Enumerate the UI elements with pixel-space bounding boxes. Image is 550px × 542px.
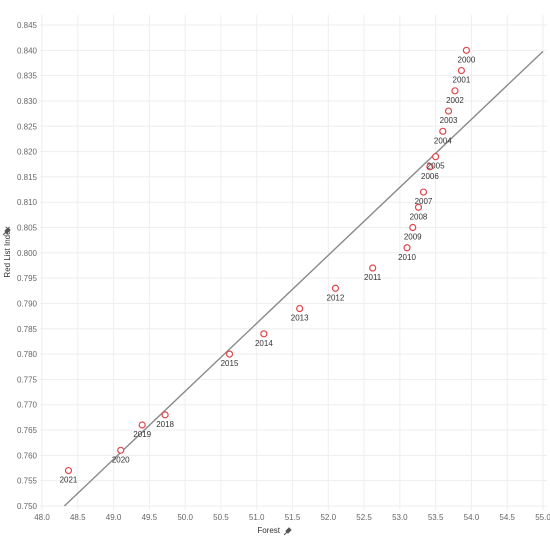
data-label-2020: 2020 <box>112 455 130 464</box>
data-label-2008: 2008 <box>410 212 428 221</box>
data-label-2018: 2018 <box>156 420 174 429</box>
y-tick-label: 0.820 <box>17 148 38 157</box>
data-label-2014: 2014 <box>255 339 273 348</box>
y-tick-label: 0.785 <box>17 325 38 334</box>
y-tick-label: 0.755 <box>17 477 38 486</box>
y-tick-label: 0.775 <box>17 375 38 384</box>
x-tick-label: 50.5 <box>213 513 229 522</box>
data-point-2002[interactable] <box>451 87 459 95</box>
y-tick-label: 0.780 <box>17 350 38 359</box>
data-point-2003[interactable] <box>444 107 453 115</box>
data-point-2014[interactable] <box>260 330 268 338</box>
y-tick-label: 0.795 <box>17 274 38 283</box>
y-tick-label: 0.765 <box>17 426 38 435</box>
y-tick-label: 0.750 <box>17 502 38 511</box>
data-label-2015: 2015 <box>221 359 239 368</box>
data-point-2011[interactable] <box>369 264 377 272</box>
trend-layer <box>63 50 544 507</box>
y-tick-label: 0.815 <box>17 173 38 182</box>
x-tick-label: 48.0 <box>34 513 50 522</box>
data-label-2005: 2005 <box>427 162 445 171</box>
tick-labels: 48.0 48.5 49.0 49.5 50.0 50.5 51.0 51.5 52.0 52.5… <box>17 21 550 522</box>
trend-line <box>63 50 544 507</box>
x-tick-label: 52.0 <box>320 513 336 522</box>
y-tick-label: 0.760 <box>17 451 38 460</box>
data-label-2013: 2013 <box>291 314 309 323</box>
data-points[interactable] <box>64 46 471 475</box>
data-point-2021[interactable] <box>64 466 73 475</box>
data-point-2020[interactable] <box>117 446 125 454</box>
y-tick-label: 0.830 <box>17 97 38 106</box>
data-label-2010: 2010 <box>398 253 416 262</box>
x-tick-label: 54.5 <box>499 513 515 522</box>
data-point-2010[interactable] <box>403 244 411 252</box>
data-point-2008[interactable] <box>414 203 423 211</box>
data-label-2011: 2011 <box>364 273 382 282</box>
data-point-2012[interactable] <box>331 284 340 292</box>
y-tick-label: 0.825 <box>17 122 38 131</box>
data-point-2015[interactable] <box>225 350 234 358</box>
data-label-2007: 2007 <box>415 197 433 206</box>
x-tick-label: 51.5 <box>285 513 301 522</box>
data-point-2006[interactable] <box>426 163 434 171</box>
data-label-2002: 2002 <box>446 96 464 105</box>
data-label-2001: 2001 <box>453 76 471 85</box>
x-tick-label: 54.0 <box>464 513 480 522</box>
pin-icon[interactable] <box>283 527 292 536</box>
data-point-2013[interactable] <box>296 304 304 313</box>
data-point-2001[interactable] <box>457 66 466 75</box>
y-tick-label: 0.835 <box>17 72 38 81</box>
y-tick-label: 0.840 <box>17 46 38 55</box>
x-tick-label: 51.0 <box>249 513 265 522</box>
y-tick-label: 0.810 <box>17 198 38 207</box>
data-label-2003: 2003 <box>440 116 458 125</box>
pin-icon[interactable] <box>2 227 11 236</box>
x-tick-label: 53.0 <box>392 513 408 522</box>
data-label-2019: 2019 <box>133 430 151 439</box>
y-axis-title: Red List Index <box>3 226 12 277</box>
data-label-2009: 2009 <box>404 233 422 242</box>
y-tick-label: 0.845 <box>17 21 38 30</box>
data-label-2006: 2006 <box>421 172 439 181</box>
y-tick-label: 0.805 <box>17 224 38 233</box>
data-point-2004[interactable] <box>439 127 447 135</box>
x-tick-label: 50.0 <box>177 513 193 522</box>
data-point-2018[interactable] <box>161 411 169 419</box>
x-tick-label: 52.5 <box>356 513 372 522</box>
x-axis-title: Forest <box>257 526 280 535</box>
data-point-2005[interactable] <box>432 153 440 161</box>
data-label-2021: 2021 <box>60 476 78 485</box>
data-label-2004: 2004 <box>434 136 452 145</box>
y-tick-label: 0.770 <box>17 401 38 410</box>
x-tick-label: 49.0 <box>106 513 122 522</box>
x-tick-label: 48.5 <box>70 513 86 522</box>
data-point-2019[interactable] <box>138 421 146 429</box>
x-tick-label: 49.5 <box>142 513 158 522</box>
data-point-2000[interactable] <box>462 46 471 54</box>
y-tick-label: 0.800 <box>17 249 38 258</box>
data-point-2009[interactable] <box>409 223 417 232</box>
x-tick-label: 55.0 <box>535 513 550 522</box>
y-tick-label: 0.790 <box>17 299 38 308</box>
x-tick-label: 53.5 <box>428 513 444 522</box>
data-label-2000: 2000 <box>458 55 476 64</box>
data-point-2007[interactable] <box>419 188 428 196</box>
data-label-2012: 2012 <box>327 293 345 302</box>
grid-layer <box>40 15 547 510</box>
